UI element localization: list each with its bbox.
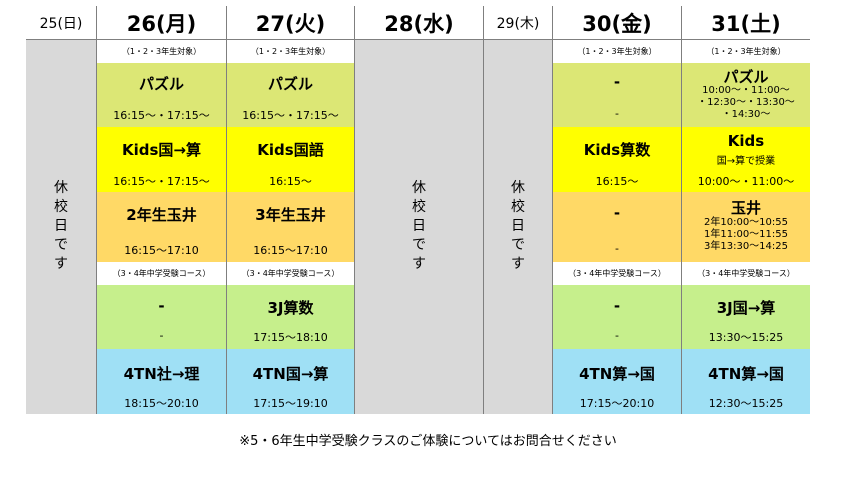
day-header-31: 31(土): [682, 6, 810, 39]
course-note-26: （3・4年中学受験コース）: [97, 262, 226, 285]
grid-line: [354, 6, 355, 414]
grid-line: [96, 6, 97, 414]
tamai-cell-30: - -: [553, 192, 681, 262]
closed-text-28: 休 校 日 で す: [412, 180, 426, 272]
column-29: 29(木) 休 校 日 で す: [484, 6, 552, 414]
tamai-cell-26: 2年生玉井 16:15～17:10: [97, 192, 226, 262]
cell-time: -: [159, 329, 164, 342]
tamai-cell-27: 3年生玉井 16:15～17:10: [227, 192, 354, 262]
cell-time: 16:15～・17:15～: [113, 175, 210, 188]
column-31: 31(土) （1・2・3年生対象） パズル 10:00～・11:00～ ・12:…: [682, 6, 810, 414]
column-26: 26(月) （1・2・3年生対象） パズル 16:15～・17:15～ Kids…: [97, 6, 226, 414]
cell-time: 13:30～15:25: [708, 331, 784, 344]
course-note-31: （3・4年中学受験コース）: [682, 262, 810, 285]
cell-time: 16:15～・17:15～: [242, 109, 339, 122]
cell-time: 16:15～: [595, 175, 639, 188]
cell-title: Kids国語: [257, 141, 324, 159]
grid-line: [483, 6, 484, 414]
day-header-25: 25(日): [26, 6, 96, 39]
closed-day-29: 休 校 日 で す: [484, 39, 552, 414]
grid-line: [681, 6, 682, 414]
day-header-29: 29(木): [484, 6, 552, 39]
cell-subtitle: 国→算で授業: [716, 156, 776, 167]
cell-time: 17:15～20:10: [579, 397, 655, 410]
cell-time: 16:15～: [269, 175, 312, 188]
cell-title: 4TN社→理: [123, 365, 200, 383]
cell-time: 16:15～・17:15～: [113, 109, 210, 122]
cell-title: 4TN算→国: [579, 365, 655, 383]
day-header-28: 28(水): [355, 6, 483, 39]
cell-title: パズル: [723, 68, 769, 86]
cell-title: Kids国→算: [122, 141, 201, 159]
cell-time: 10:00～・11:00～: [697, 175, 795, 188]
target-note-27: （1・2・3年生対象）: [227, 39, 354, 63]
3j-cell-30: - -: [553, 285, 681, 349]
footer-note: ※5・6年生中学受験クラスのご体験についてはお問合せください: [239, 434, 617, 449]
tamai-cell-31: 玉井 2年10:00～10:55 1年11:00～11:55 3年13:30～1…: [682, 192, 810, 262]
cell-time: -: [615, 107, 619, 120]
puzzle-cell-27: パズル 16:15～・17:15～: [227, 63, 354, 127]
cell-time: 16:15～17:10: [253, 244, 328, 257]
column-30: 30(金) （1・2・3年生対象） - - Kids算数 16:15～ - - …: [553, 6, 681, 414]
cell-title: -: [613, 204, 621, 222]
day-header-30: 30(金): [553, 6, 681, 39]
cell-title: 玉井: [730, 199, 761, 217]
4tn-cell-31: 4TN算→国 12:30～15:25: [682, 349, 810, 414]
kids-cell-26: Kids国→算 16:15～・17:15～: [97, 127, 226, 192]
cell-title: Kids算数: [583, 141, 651, 159]
day-header-26: 26(月): [97, 6, 226, 39]
cell-time: 12:30～15:25: [708, 397, 784, 410]
4tn-cell-30: 4TN算→国 17:15～20:10: [553, 349, 681, 414]
closed-day-25: 休 校 日 で す: [26, 39, 96, 414]
grid-line: [552, 6, 553, 414]
course-note-27: （3・4年中学受験コース）: [227, 262, 354, 285]
cell-time: 17:15～18:10: [253, 331, 328, 344]
cell-title: -: [613, 73, 621, 91]
course-note-30: （3・4年中学受験コース）: [553, 262, 681, 285]
cell-title: パズル: [138, 75, 184, 93]
closed-day-28: 休 校 日 で す: [355, 39, 483, 414]
closed-text-29: 休 校 日 で す: [511, 180, 525, 272]
4tn-cell-26: 4TN社→理 18:15～20:10: [97, 349, 226, 414]
column-27: 27(火) （1・2・3年生対象） パズル 16:15～・17:15～ Kids…: [227, 6, 354, 414]
cell-title: 3J国→算: [716, 299, 776, 317]
kids-cell-27: Kids国語 16:15～: [227, 127, 354, 192]
3j-cell-31: 3J国→算 13:30～15:25: [682, 285, 810, 349]
target-note-31: （1・2・3年生対象）: [682, 39, 810, 63]
kids-cell-30: Kids算数 16:15～: [553, 127, 681, 192]
cell-title: パズル: [267, 75, 313, 93]
puzzle-cell-26: パズル 16:15～・17:15～: [97, 63, 226, 127]
cell-time: 16:15～17:10: [124, 244, 199, 257]
column-28: 28(水) 休 校 日 で す: [355, 6, 483, 414]
cell-title: -: [613, 297, 621, 315]
3j-cell-26: - -: [97, 285, 226, 349]
cell-title: 4TN国→算: [252, 365, 329, 383]
header-divider: [26, 39, 810, 40]
puzzle-cell-31: パズル 10:00～・11:00～ ・12:30～・13:30～ ・14:30～: [682, 63, 810, 127]
cell-time: -: [615, 329, 619, 342]
cell-time: 18:15～20:10: [124, 397, 199, 410]
column-25: 25(日) 休 校 日 で す: [26, 6, 96, 414]
cell-title: 4TN算→国: [708, 365, 784, 383]
cell-times: 2年10:00～10:55 1年11:00～11:55 3年13:30～14:2…: [704, 217, 788, 252]
3j-cell-27: 3J算数 17:15～18:10: [227, 285, 354, 349]
cell-time: 17:15～19:10: [253, 397, 328, 410]
cell-title: Kids: [727, 132, 765, 150]
kids-cell-31: Kids 国→算で授業 10:00～・11:00～: [682, 127, 810, 192]
4tn-cell-27: 4TN国→算 17:15～19:10: [227, 349, 354, 414]
day-header-27: 27(火): [227, 6, 354, 39]
cell-times: 10:00～・11:00～ ・12:30～・13:30～ ・14:30～: [697, 85, 795, 120]
target-note-30: （1・2・3年生対象）: [553, 39, 681, 63]
cell-title: 3年生玉井: [255, 206, 326, 224]
cell-title: 3J算数: [267, 299, 314, 317]
cell-time: -: [615, 242, 619, 255]
puzzle-cell-30: - -: [553, 63, 681, 127]
cell-title: 2年生玉井: [126, 206, 197, 224]
grid-line: [226, 6, 227, 414]
target-note-26: （1・2・3年生対象）: [97, 39, 226, 63]
closed-text-25: 休 校 日 で す: [54, 180, 68, 272]
cell-title: -: [158, 297, 165, 315]
